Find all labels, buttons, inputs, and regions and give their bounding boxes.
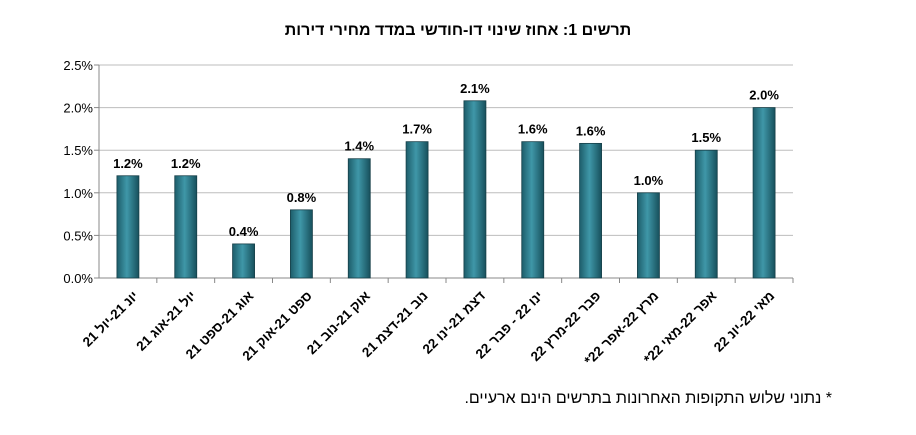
data-label: 1.2% xyxy=(171,156,201,171)
data-label: 1.7% xyxy=(402,122,432,137)
bar xyxy=(637,192,660,279)
bar xyxy=(405,141,429,279)
y-tick-label: 2.5% xyxy=(63,58,93,73)
footnote: * נתוני שלוש התקופות האחרונות בתרשים הינ… xyxy=(464,390,832,407)
data-label: 1.0% xyxy=(634,173,664,188)
bar xyxy=(521,141,545,279)
data-label: 1.6% xyxy=(518,122,548,137)
data-label: 1.2% xyxy=(113,156,143,171)
data-label: 1.4% xyxy=(344,139,374,154)
bar xyxy=(463,100,487,279)
data-label: 1.5% xyxy=(691,130,721,145)
bar xyxy=(347,158,371,279)
data-label: 0.4% xyxy=(229,224,259,239)
bar xyxy=(694,149,718,279)
data-label: 2.0% xyxy=(749,88,779,103)
y-tick-label: 1.0% xyxy=(63,186,93,201)
y-tick-label: 0.5% xyxy=(63,228,93,243)
y-tick-label: 2.0% xyxy=(63,101,93,116)
data-label: 2.1% xyxy=(460,81,490,96)
data-label: 0.8% xyxy=(287,190,317,205)
data-label: 1.6% xyxy=(576,123,606,138)
bar xyxy=(752,107,776,279)
chart-title: תרשים 1: אחוז שינוי דו-חודשי במדד מחירי … xyxy=(284,22,632,39)
bar xyxy=(579,142,602,279)
y-tick-label: 1.5% xyxy=(63,143,93,158)
bar xyxy=(116,175,140,279)
y-tick-label: 0.0% xyxy=(63,271,93,286)
bar xyxy=(290,209,313,279)
bar xyxy=(174,175,198,279)
bar xyxy=(232,243,255,279)
